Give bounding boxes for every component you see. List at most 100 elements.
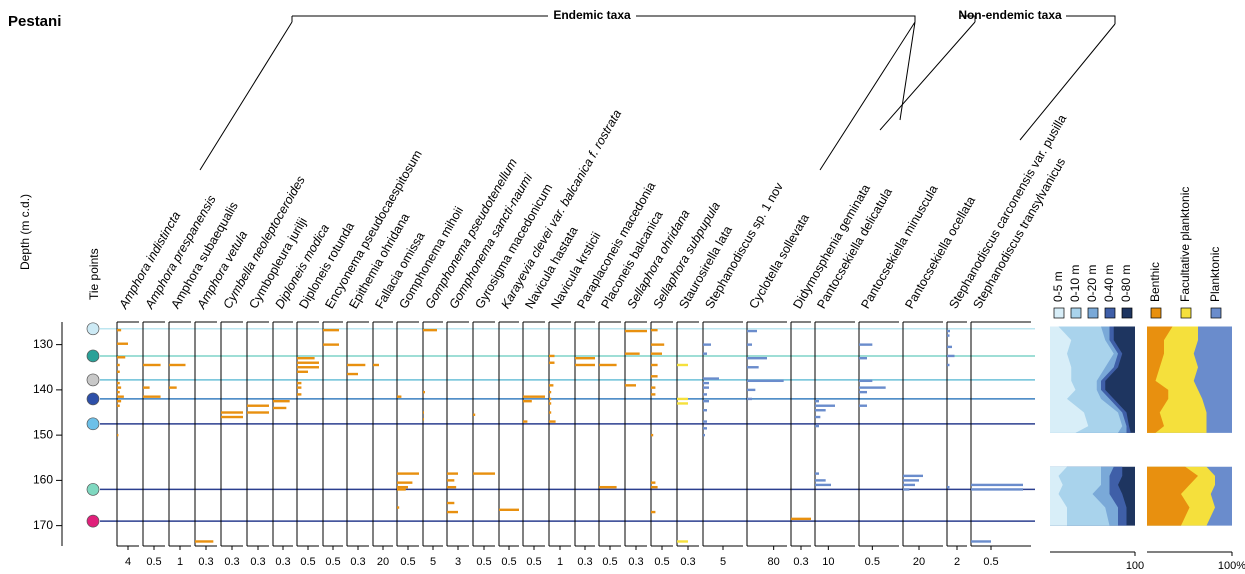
bar	[625, 329, 647, 333]
x-tick-label: 0.3	[680, 556, 695, 568]
bar	[703, 393, 707, 396]
tie-point	[86, 373, 100, 387]
bar	[859, 357, 867, 360]
bar	[625, 352, 640, 355]
bar	[703, 352, 707, 355]
legend-swatch	[1087, 307, 1099, 319]
bar	[523, 395, 545, 398]
bar	[195, 540, 214, 543]
y-axis-title: Depth (m c.d.)	[18, 194, 32, 270]
x-tick-label: 100	[1126, 560, 1144, 572]
bar	[703, 386, 709, 389]
area	[1050, 326, 1089, 526]
x-tick-label: 0.3	[198, 556, 213, 568]
tie-point	[86, 483, 100, 496]
bar	[747, 343, 752, 346]
bar	[651, 352, 662, 355]
x-tick-label: 0.5	[526, 556, 541, 568]
bar	[947, 345, 952, 349]
bar	[423, 418, 424, 421]
bar	[247, 404, 269, 407]
legend-label: Facultative planktonic	[1178, 187, 1192, 302]
bar	[947, 334, 950, 337]
bar	[143, 386, 150, 389]
bar	[499, 508, 519, 511]
bar	[815, 399, 819, 403]
bar	[903, 483, 915, 487]
bar	[117, 386, 122, 389]
bar	[143, 363, 161, 367]
bar	[651, 481, 656, 484]
bar	[651, 328, 658, 332]
bar	[703, 343, 711, 346]
tie-point	[86, 417, 100, 431]
bar	[815, 415, 821, 419]
bar	[117, 399, 122, 403]
bar	[117, 328, 122, 332]
bar	[221, 415, 243, 419]
legend-swatch	[1150, 307, 1162, 319]
x-tick-label: 0.5	[476, 556, 491, 568]
x-tick-label: 0.5	[983, 556, 998, 568]
tie-title: Tie points	[87, 248, 101, 300]
x-tick-label: 5	[720, 556, 726, 568]
bar	[599, 363, 617, 367]
x-tick-label: 20	[377, 556, 389, 568]
bar	[347, 372, 358, 376]
bar	[549, 390, 552, 394]
bar	[651, 393, 656, 396]
bar	[397, 506, 400, 509]
bar	[297, 361, 319, 364]
legend-label: 0-80 m	[1119, 265, 1133, 302]
bar	[117, 381, 120, 385]
x-tick-label: 0.5	[602, 556, 617, 568]
bar	[747, 357, 767, 360]
bar	[703, 433, 705, 437]
bar	[651, 386, 656, 389]
bar	[903, 479, 919, 482]
bar	[323, 328, 339, 332]
bar	[169, 363, 186, 367]
legend-label: 0-40 m	[1102, 265, 1116, 302]
bar	[971, 483, 1023, 487]
bar	[703, 409, 707, 412]
bar	[599, 485, 617, 489]
legend-swatch	[1070, 307, 1082, 319]
legend-label: 0-20 m	[1085, 265, 1099, 302]
bar	[473, 472, 495, 475]
bar	[651, 343, 665, 346]
tie-point	[86, 322, 100, 336]
x-tick-label: 3	[455, 556, 461, 568]
bar	[703, 399, 709, 403]
bar	[971, 540, 991, 543]
y-tick-label: 140	[33, 382, 53, 396]
legend-swatch	[1104, 307, 1116, 319]
bar	[447, 501, 455, 505]
y-tick-label: 150	[33, 427, 53, 441]
x-tick-label: 0.3	[224, 556, 239, 568]
bar	[859, 343, 873, 346]
bar	[859, 379, 873, 383]
bar	[859, 404, 867, 407]
x-tick-label: 2	[954, 556, 960, 568]
bar	[297, 386, 302, 389]
bar	[423, 390, 425, 394]
bar	[273, 399, 290, 403]
legend-label: 0-5 m	[1051, 271, 1065, 302]
tie-point	[86, 392, 100, 406]
bar	[703, 427, 707, 430]
x-tick-label: 80	[768, 556, 780, 568]
bar	[549, 402, 552, 405]
bar	[549, 361, 555, 364]
group-label: Endemic taxa	[553, 8, 631, 22]
bar	[651, 485, 658, 489]
x-tick-label: 0.3	[793, 556, 808, 568]
bar	[297, 381, 302, 385]
bar	[815, 404, 835, 407]
bar	[117, 404, 120, 407]
bar	[549, 411, 552, 414]
bar	[117, 395, 124, 398]
bar	[947, 485, 950, 489]
bracket-lead	[199, 21, 916, 171]
bar	[297, 366, 319, 369]
